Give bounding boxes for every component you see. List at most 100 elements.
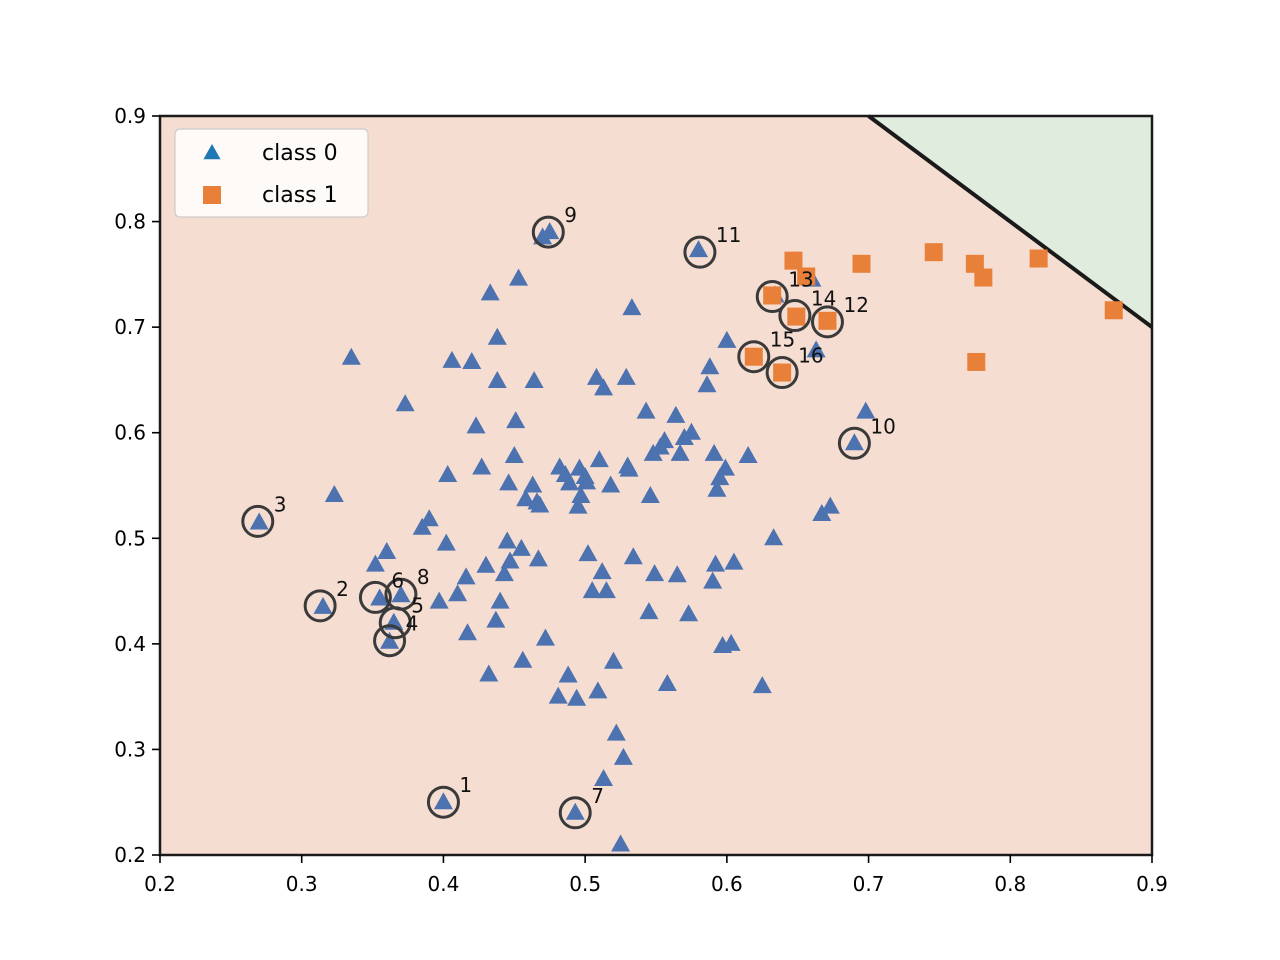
class-1-point (974, 268, 993, 287)
class-0-point (571, 486, 591, 504)
class-1-point (818, 311, 837, 330)
class-0-point (639, 602, 659, 620)
class-1-point (784, 251, 803, 270)
class-0-point (623, 547, 643, 565)
class-0-point (500, 551, 520, 569)
class-0-point (820, 496, 840, 514)
class-0-point (619, 459, 639, 477)
y-axis: 0.2 0.3 0.4 0.5 0.6 0.7 0.8 0.9 (114, 104, 160, 867)
class-0-point (603, 651, 623, 669)
class-0-point (462, 351, 482, 369)
class-0-point (249, 512, 269, 530)
class-0-point (667, 565, 687, 583)
highlight-circle (303, 589, 337, 623)
class-0-point (497, 531, 517, 549)
highlight-circle (755, 280, 789, 314)
class-0-point (707, 479, 727, 497)
annotation-label: 16 (798, 344, 823, 368)
y-tick-label: 0.4 (114, 632, 146, 656)
class-1-point (924, 243, 943, 262)
annotation-label: 3 (274, 492, 287, 516)
class-0-point (377, 542, 397, 560)
class-0-point (494, 564, 514, 582)
annotation-label: 1 (459, 773, 472, 797)
class-0-point (480, 283, 500, 301)
class-0-point (764, 528, 784, 546)
x-tick-label: 0.6 (711, 872, 743, 896)
class-0-point (689, 240, 709, 258)
class-0-point (724, 552, 744, 570)
class-0-point (594, 768, 614, 786)
class-0-point (487, 327, 507, 345)
class-0-point (530, 495, 550, 513)
class-0-point (395, 394, 415, 412)
class-0-point (586, 367, 606, 385)
class-0-point (548, 686, 568, 704)
legend-class-0-marker (203, 144, 221, 160)
class-0-point (657, 673, 677, 691)
highlight-circle (241, 504, 275, 538)
class-0-point (681, 422, 701, 440)
class-0-point (499, 473, 519, 491)
class-0-point (456, 567, 476, 585)
annotation-label: 5 (411, 594, 424, 618)
class-0-point (472, 457, 492, 475)
class-0-point (588, 681, 608, 699)
class-1-point (1104, 301, 1123, 320)
legend-class-0-label: class 0 (262, 141, 338, 166)
class-0-point (655, 431, 675, 449)
class-0-point (486, 610, 506, 628)
class-0-point (438, 464, 458, 482)
class-0-point (700, 357, 720, 375)
x-tick-label: 0.9 (1136, 872, 1168, 896)
class-0-point (578, 544, 598, 562)
y-tick-label: 0.3 (114, 737, 146, 761)
class-0-point (721, 633, 741, 651)
highlight-circle (778, 299, 812, 333)
class-0-point (560, 473, 580, 491)
annotation-label: 11 (716, 223, 741, 247)
annotation-label: 10 (870, 414, 895, 438)
class-0-point (577, 472, 597, 490)
class-0-point (697, 375, 717, 393)
class-0-point (511, 538, 531, 556)
annotation-label: 7 (591, 784, 604, 808)
class-0-point (582, 581, 602, 599)
class-0-point (487, 370, 507, 388)
class-0-point (592, 562, 612, 580)
class-0-point (558, 665, 578, 683)
class-0-point (616, 367, 636, 385)
class-0-point (540, 222, 560, 240)
annotation-label: 8 (417, 565, 430, 589)
highlight-circle (373, 624, 407, 658)
highlight-circle (531, 215, 565, 249)
highlight-circle (683, 235, 717, 269)
class-0-point (606, 723, 626, 741)
class-0-point (738, 445, 758, 463)
class-1-point (787, 307, 806, 326)
class-0-point (715, 458, 735, 476)
y-tick-label: 0.5 (114, 526, 146, 550)
class-0-point (535, 628, 555, 646)
class-0-point (523, 475, 543, 493)
legend: class 0 class 1 (174, 128, 369, 218)
highlight-circle (810, 305, 844, 339)
class-0-point (640, 486, 660, 504)
class-0-point (516, 489, 536, 507)
class-0-point (433, 792, 453, 810)
class-0-point (365, 554, 385, 572)
class-0-point (844, 433, 864, 451)
class-1-point (797, 267, 816, 286)
class-0-point (504, 445, 524, 463)
class-1-point (763, 286, 782, 305)
axes-frame (158, 114, 1154, 857)
class-0-point (479, 664, 499, 682)
highlight-circles (241, 215, 871, 830)
annotation-label: 2 (336, 577, 349, 601)
class-0-point (752, 676, 772, 694)
highlight-circle (737, 340, 771, 374)
decision-regions (160, 114, 1154, 855)
class-0-point (476, 555, 496, 573)
class-1-point (965, 254, 984, 273)
